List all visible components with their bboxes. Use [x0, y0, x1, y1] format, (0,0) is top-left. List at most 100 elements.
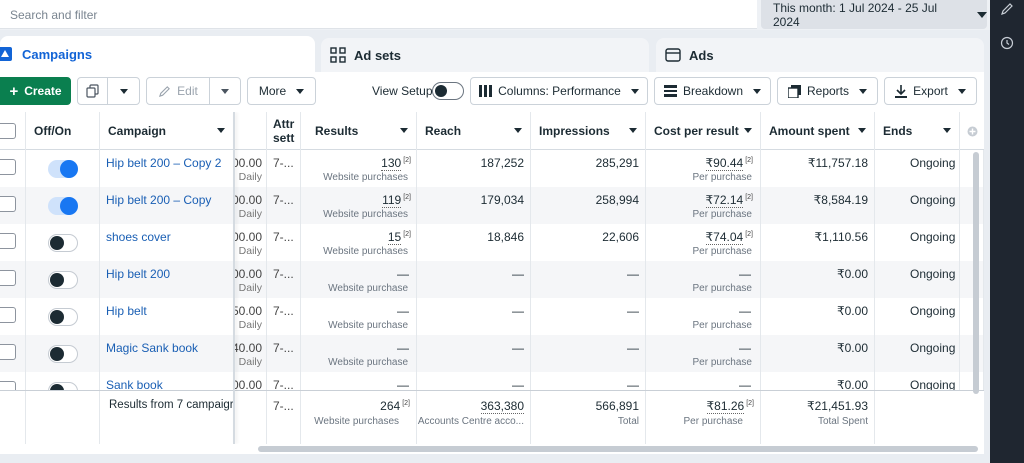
header-campaign[interactable]: Campaign — [100, 112, 234, 150]
ends-value: Ongoing — [910, 230, 956, 244]
table-cell — [960, 150, 984, 187]
horizontal-scrollbar[interactable] — [258, 446, 978, 452]
tab-campaigns[interactable]: Campaigns — [0, 36, 315, 72]
campaign-status-toggle[interactable] — [48, 234, 78, 252]
view-setup-toggle[interactable] — [432, 82, 464, 100]
budget-value: 00.00 — [234, 193, 262, 207]
header-impressions[interactable]: Impressions — [531, 112, 646, 150]
edit-dropdown-button[interactable] — [209, 77, 241, 105]
results-value[interactable]: 130 — [381, 156, 402, 171]
campaign-status-toggle[interactable] — [48, 160, 78, 178]
budget-type: Daily — [238, 171, 262, 183]
cpr-footnote: [2] — [745, 157, 753, 164]
campaign-status-toggle[interactable] — [48, 271, 78, 289]
totals-cost-per-result[interactable]: ₹81.26 — [706, 399, 745, 414]
results-value[interactable]: 15 — [387, 230, 402, 245]
header-attribution-setting[interactable]: Attr sett — [267, 112, 301, 150]
chevron-down-icon — [977, 11, 987, 18]
create-button[interactable]: + Create — [0, 77, 71, 105]
campaign-name-link[interactable]: Hip belt 200 – Copy — [106, 193, 212, 207]
header-label: sett — [273, 131, 295, 145]
campaign-name-link[interactable]: shoes cover — [106, 230, 171, 244]
budget-cell: 50.00 Daily — [234, 298, 266, 335]
table-cell — [234, 187, 267, 224]
row-checkbox[interactable] — [0, 270, 16, 286]
date-range-picker[interactable]: This month: 1 Jul 2024 - 25 Jul 2024 — [761, 0, 987, 29]
table-cell — [960, 187, 984, 224]
header-cost-per-result[interactable]: Cost per result — [646, 112, 761, 150]
pencil-icon[interactable] — [1000, 2, 1014, 16]
row-checkbox[interactable] — [0, 307, 16, 323]
header-results[interactable]: Results — [301, 112, 417, 150]
totals-row: Results from 7 campaigr 7-... 264 [2] Web… — [0, 390, 984, 445]
table-row[interactable]: Hip belt 50.00 Daily 7-... — Website purchase… — [0, 298, 984, 335]
table-cell — [234, 150, 267, 187]
row-checkbox[interactable] — [0, 233, 16, 249]
cost-per-result-value[interactable]: ₹72.14 — [705, 193, 744, 208]
table-cell — [26, 224, 100, 261]
header-reach[interactable]: Reach — [417, 112, 531, 150]
tab-ad-sets[interactable]: Ad sets — [321, 38, 649, 72]
row-checkbox[interactable] — [0, 159, 16, 175]
sort-caret-icon — [217, 128, 225, 133]
budget-cell: 00.00 Daily — [234, 187, 266, 224]
campaign-name-link[interactable]: Hip belt — [106, 304, 147, 318]
table-cell — [960, 335, 984, 372]
search-input[interactable] — [0, 0, 757, 29]
table-cell — [531, 150, 646, 187]
campaign-status-toggle[interactable] — [48, 197, 78, 215]
create-label: Create — [24, 84, 62, 98]
header-budget[interactable] — [234, 112, 267, 150]
budget-type: Daily — [238, 245, 262, 257]
header-amount-spent[interactable]: Amount spent — [761, 112, 875, 150]
select-all-checkbox[interactable] — [0, 123, 16, 139]
duplicate-dropdown-button[interactable] — [107, 77, 140, 105]
cost-per-result-value: — — [739, 341, 751, 355]
totals-reach-sub: Accounts Centre acco... — [417, 416, 524, 427]
table-row[interactable]: Hip belt 200 00.00 Daily 7-... — Website purc… — [0, 261, 984, 298]
header-select-all[interactable] — [0, 112, 26, 150]
cost-per-result-value[interactable]: ₹90.44 — [705, 156, 744, 171]
table-row[interactable]: Magic Sank book 40.00 Daily 7-... — Website p… — [0, 335, 984, 372]
table-row[interactable]: shoes cover 00.00 Daily 7-... 15 [2] Website p… — [0, 224, 984, 261]
campaign-name-link[interactable]: Magic Sank book — [106, 341, 199, 355]
breakdown-button[interactable]: Breakdown — [654, 77, 771, 105]
cpr-sub: Per purchase — [692, 246, 752, 257]
campaign-name-link[interactable]: Hip belt 200 — [106, 267, 171, 281]
search-bar — [0, 0, 757, 29]
table-cell — [0, 224, 26, 261]
reports-button[interactable]: Reports — [777, 77, 878, 105]
campaign-status-toggle[interactable] — [48, 308, 78, 326]
columns-button[interactable]: Columns: Performance — [470, 77, 648, 105]
duplicate-button[interactable] — [77, 77, 108, 105]
campaign-name-link[interactable]: Hip belt 200 – Copy 2 — [106, 156, 222, 170]
table-row[interactable]: Hip belt 200 – Copy 2 00.00 Daily 7-... 130[… — [0, 150, 984, 187]
budget-value: 00.00 — [234, 378, 262, 392]
more-button[interactable]: More — [247, 77, 316, 105]
totals-spent-sub: Total Spent — [817, 416, 868, 427]
row-checkbox[interactable] — [0, 344, 16, 360]
results-value[interactable]: 119 — [382, 193, 402, 208]
table-cell — [267, 261, 301, 298]
table-row[interactable]: Hip belt 200 – Copy 00.00 Daily 7-... 119 [2]… — [0, 187, 984, 224]
table-cell — [646, 150, 761, 187]
clock-icon[interactable] — [1000, 36, 1014, 50]
export-button[interactable]: Export — [884, 77, 977, 105]
edit-button[interactable]: Edit — [146, 77, 210, 105]
campaign-status-toggle[interactable] — [48, 345, 78, 363]
header-ends[interactable]: Ends — [875, 112, 960, 150]
attribution-setting: 7-... — [273, 304, 294, 318]
campaign-name-link[interactable]: Sank book — [106, 378, 163, 392]
totals-reach[interactable]: 363,380 — [480, 399, 524, 414]
cpr-sub: Per purchase — [692, 283, 752, 294]
add-column-button[interactable] — [960, 112, 984, 150]
reach-value: 187,252 — [480, 156, 524, 170]
tab-label: Ads — [689, 47, 714, 63]
totals-impressions: 566,891 — [595, 399, 639, 413]
row-checkbox[interactable] — [0, 196, 16, 212]
impressions-value: — — [627, 341, 639, 355]
vertical-scrollbar[interactable] — [973, 152, 979, 394]
cost-per-result-value[interactable]: ₹74.04 — [705, 230, 744, 245]
grid-icon — [330, 47, 346, 63]
tab-ads[interactable]: Ads — [656, 38, 984, 72]
